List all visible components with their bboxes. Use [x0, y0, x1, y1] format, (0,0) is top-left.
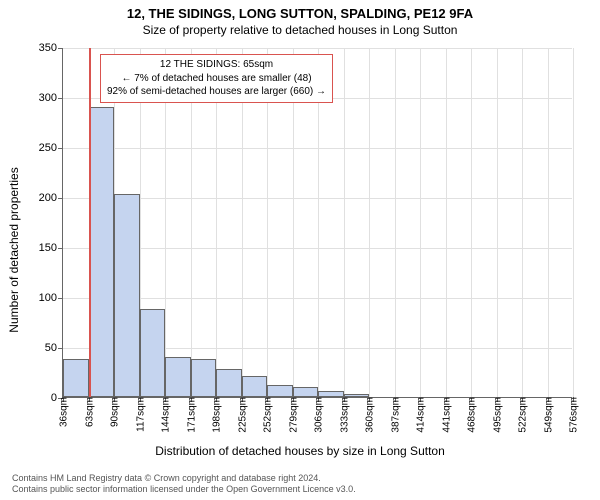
x-axis-label: Distribution of detached houses by size …: [155, 444, 445, 458]
y-tick-mark: [58, 248, 63, 249]
x-tick-label: 225sqm: [235, 397, 248, 433]
gridline-v: [344, 48, 345, 397]
x-tick-label: 279sqm: [286, 397, 299, 433]
x-tick-label: 360sqm: [363, 397, 376, 433]
histogram-bar: [165, 357, 191, 397]
x-tick-label: 441sqm: [439, 397, 452, 433]
plot-area: 05010015020025030035036sqm63sqm90sqm117s…: [62, 48, 572, 398]
chart-title: 12, THE SIDINGS, LONG SUTTON, SPALDING, …: [0, 0, 600, 21]
y-tick-mark: [58, 348, 63, 349]
x-tick-label: 306sqm: [312, 397, 325, 433]
x-tick-label: 387sqm: [388, 397, 401, 433]
x-tick-label: 576sqm: [567, 397, 580, 433]
footer-line-1: Contains HM Land Registry data © Crown c…: [12, 473, 356, 485]
x-tick-label: 144sqm: [159, 397, 172, 433]
gridline-v: [369, 48, 370, 397]
x-tick-label: 414sqm: [414, 397, 427, 433]
histogram-bar: [216, 369, 242, 397]
chart-subtitle: Size of property relative to detached ho…: [0, 21, 600, 37]
gridline-v: [548, 48, 549, 397]
y-tick-mark: [58, 148, 63, 149]
info-line-1: 12 THE SIDINGS: 65sqm: [107, 58, 326, 72]
chart-container: 12, THE SIDINGS, LONG SUTTON, SPALDING, …: [0, 0, 600, 500]
gridline-v: [573, 48, 574, 397]
footer: Contains HM Land Registry data © Crown c…: [12, 473, 356, 496]
gridline-v: [522, 48, 523, 397]
y-tick-mark: [58, 198, 63, 199]
histogram-bar: [191, 359, 217, 397]
y-axis-label: Number of detached properties: [7, 167, 21, 332]
info-line-3: 92% of semi-detached houses are larger (…: [107, 85, 326, 99]
histogram-bar: [344, 394, 370, 397]
gridline-v: [471, 48, 472, 397]
x-tick-label: 117sqm: [133, 397, 146, 432]
gridline-v: [446, 48, 447, 397]
x-tick-label: 90sqm: [108, 397, 121, 427]
histogram-bar: [140, 309, 166, 397]
y-tick-mark: [58, 48, 63, 49]
y-tick-mark: [58, 98, 63, 99]
x-tick-label: 171sqm: [184, 397, 197, 433]
gridline-v: [395, 48, 396, 397]
histogram-bar: [114, 194, 140, 397]
x-tick-label: 252sqm: [261, 397, 274, 433]
info-line-2: ← 7% of detached houses are smaller (48): [107, 72, 326, 86]
property-marker-line: [89, 48, 91, 397]
x-tick-label: 36sqm: [57, 397, 70, 427]
histogram-bar: [293, 387, 319, 397]
footer-line-2: Contains public sector information licen…: [12, 484, 356, 496]
x-tick-label: 198sqm: [210, 397, 223, 433]
gridline-v: [420, 48, 421, 397]
x-tick-label: 549sqm: [541, 397, 554, 433]
y-tick-mark: [58, 298, 63, 299]
info-box: 12 THE SIDINGS: 65sqm ← 7% of detached h…: [100, 54, 333, 103]
histogram-bar: [242, 376, 268, 397]
gridline-v: [497, 48, 498, 397]
x-tick-label: 63sqm: [82, 397, 95, 427]
histogram-bar: [89, 107, 115, 397]
x-tick-label: 468sqm: [465, 397, 478, 433]
histogram-bar: [267, 385, 293, 397]
x-tick-label: 522sqm: [516, 397, 529, 433]
x-tick-label: 333sqm: [337, 397, 350, 433]
histogram-bar: [318, 391, 344, 397]
x-tick-label: 495sqm: [490, 397, 503, 433]
histogram-bar: [63, 359, 89, 397]
